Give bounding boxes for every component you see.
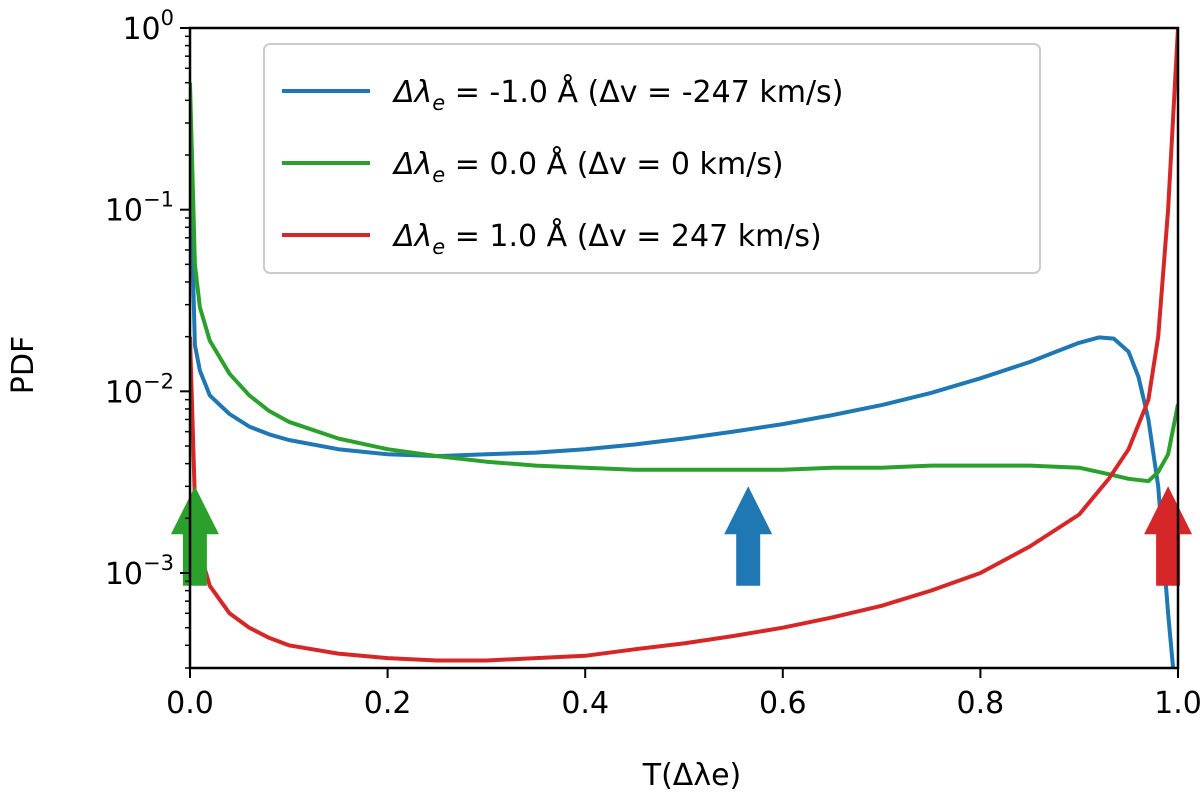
series-line-3 bbox=[190, 28, 1178, 663]
legend-label-3: Δλe = 1.0 Å (Δv = 247 km/s) bbox=[392, 218, 822, 259]
legend-label-2: Δλe = 0.0 Å (Δv = 0 km/s) bbox=[392, 146, 784, 187]
legend: Δλe = -1.0 Å (Δv = -247 km/s) Δλe = 0.0 Å… bbox=[263, 43, 1041, 274]
legend-label-1: Δλe = -1.0 Å (Δv = -247 km/s) bbox=[392, 74, 843, 115]
x-tick-label: 1.0 bbox=[1154, 686, 1200, 721]
y-tick-label: 10−3 bbox=[105, 551, 174, 592]
x-axis-label: T(Δλe) bbox=[642, 758, 741, 793]
x-tick-label: 0.0 bbox=[166, 686, 214, 721]
x-tick-label: 0.4 bbox=[561, 686, 609, 721]
series-line-1 bbox=[190, 163, 1176, 668]
x-tick-label: 0.6 bbox=[759, 686, 807, 721]
legend-box bbox=[263, 43, 1041, 274]
plot-frame bbox=[188, 26, 1180, 670]
x-tick-label: 0.8 bbox=[957, 686, 1005, 721]
y-axis-label: PDF bbox=[6, 336, 41, 394]
y-tick-label: 100 bbox=[122, 6, 174, 47]
annotation-arrow-2 bbox=[724, 486, 773, 586]
series-group bbox=[190, 28, 1178, 668]
x-tick-label: 0.2 bbox=[364, 686, 412, 721]
axes: 0.0 0.2 0.4 0.6 0.8 1.0 100 10−1 10−2 10−3 bbox=[105, 6, 1200, 721]
y-tick-label: 10−1 bbox=[105, 188, 174, 229]
y-tick-label: 10−2 bbox=[105, 369, 174, 410]
plot-content bbox=[170, 28, 1193, 668]
annotation-arrow-3 bbox=[1144, 486, 1193, 586]
annotation-arrow-1 bbox=[170, 486, 219, 586]
